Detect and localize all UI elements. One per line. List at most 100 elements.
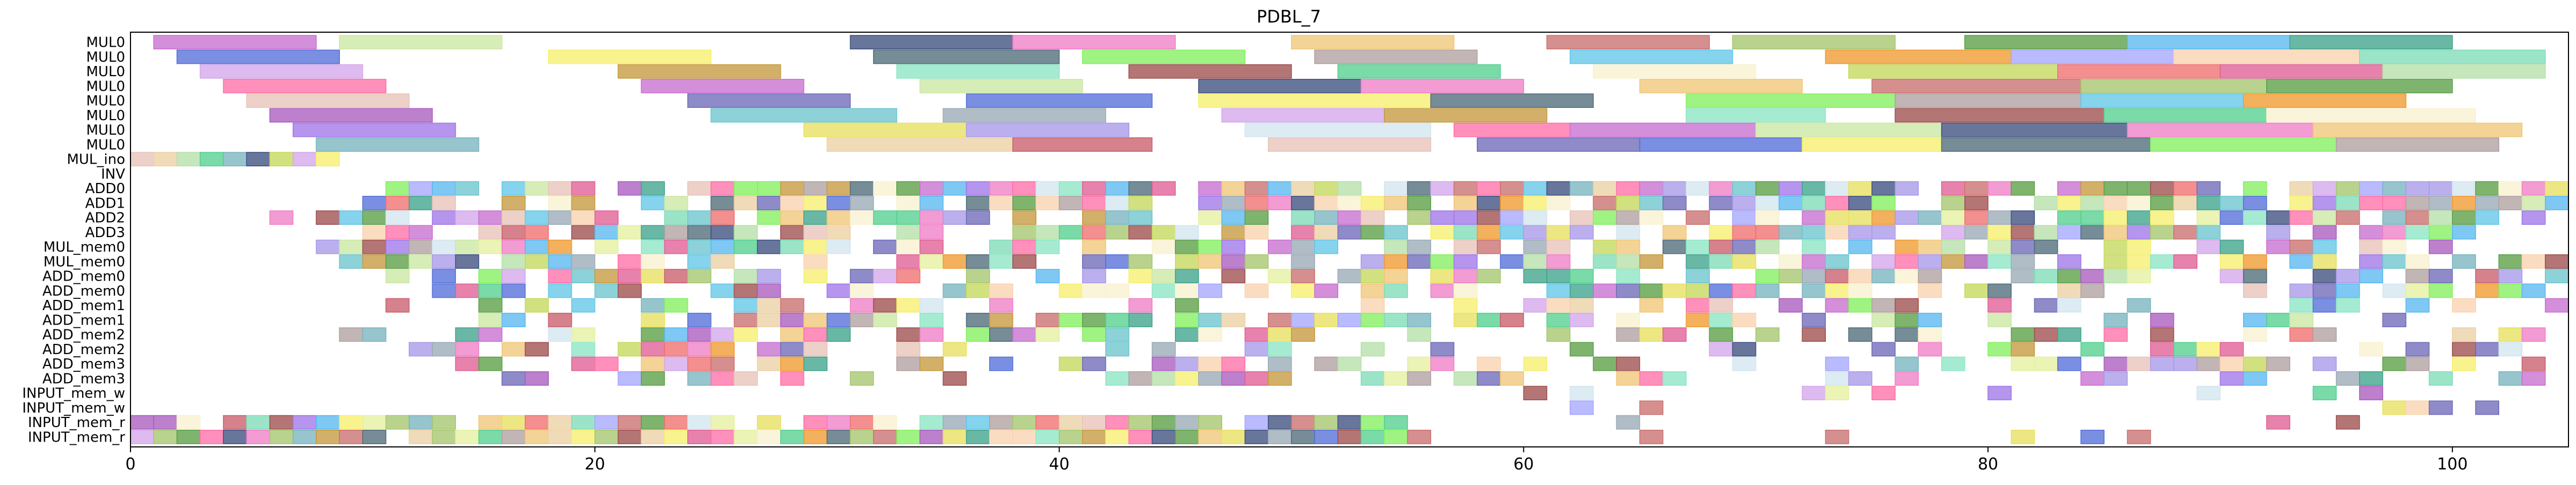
task-bar [1639,79,1803,93]
op-bar [2382,356,2407,371]
row-label: ADD_mem2 [42,327,125,343]
op-bar [594,283,619,298]
op-bar [942,415,967,430]
op-bar [2080,283,2105,298]
op-bar [2103,313,2128,327]
op-bar [1941,225,1965,240]
op-bar [176,430,201,444]
op-bar [1709,313,1733,327]
op-bar [2057,283,2081,298]
op-bar [1918,269,1942,284]
op-bar [2219,371,2244,386]
op-bar [1128,254,1153,269]
op-bar [1639,283,1664,298]
op-bar [2382,239,2407,254]
row-label: ADD2 [85,210,125,226]
task-bar [1198,93,1432,108]
op-bar [1082,327,1106,342]
op-bar [1128,430,1153,444]
chart-title: PDBL_7 [1257,6,1321,27]
op-bar [687,430,712,444]
op-bar [1848,181,1873,196]
op-bar [618,269,642,284]
op-bar [710,254,735,269]
op-bar [455,181,480,196]
x-tick-label: 100 [2437,455,2468,474]
op-bar [2011,342,2035,357]
op-bar [1267,269,1292,284]
op-bar [1755,196,1780,210]
op-bar [710,327,735,342]
op-bar [269,210,294,225]
op-bar [502,254,526,269]
op-bar [1709,254,1733,269]
op-bar [1151,371,1176,386]
op-bar [292,430,317,444]
op-bar [316,415,340,430]
op-bar [385,298,410,313]
task-bar [269,108,433,123]
op-bar [246,415,271,430]
op-bar [850,430,874,444]
op-bar [1895,239,1919,254]
op-bar [2475,283,2499,298]
op-bar [1848,210,1873,225]
op-bar [1732,210,1757,225]
task-bar [1198,79,1362,93]
op-bar [2127,254,2151,269]
op-bar [1082,313,1106,327]
op-bar [1174,225,1199,240]
op-bar [1291,313,1315,327]
op-bar [873,313,897,327]
op-bar [1616,254,1641,269]
op-bar [1384,313,1408,327]
op-bar [2428,283,2453,298]
op-bar [2057,210,2081,225]
op-bar [2011,225,2035,240]
op-bar [1802,196,1826,210]
op-bar [2405,225,2430,240]
op-bar [2382,196,2407,210]
op-bar [2452,356,2476,371]
op-bar [664,196,688,210]
op-bar [896,225,920,240]
op-bar [1453,283,1478,298]
op-bar [316,430,340,444]
op-bar [1477,181,1501,196]
op-bar [734,371,758,386]
op-bar [1198,181,1222,196]
op-bar [2335,269,2360,284]
op-bar [1337,430,1362,444]
op-bar [2173,254,2197,269]
op-bar [966,210,990,225]
op-bar [664,327,688,342]
op-bar [780,371,804,386]
op-bar [966,327,990,342]
op-bar [1407,430,1432,444]
op-bar [780,225,804,240]
row-label: MUL0 [86,35,126,51]
task-bar [2080,93,2244,108]
op-bar [2359,196,2383,210]
op-bar [1453,254,1478,269]
op-bar [687,327,712,342]
op-bar [1384,225,1408,240]
op-bar [594,225,619,240]
op-bar [502,415,526,430]
task-bar [1964,35,2128,50]
op-bar [1546,181,1571,196]
op-bar [734,283,758,298]
op-bar [2289,298,2314,313]
x-tick-label: 80 [1978,455,1998,474]
task-bar [292,122,456,137]
op-bar [1500,254,1524,269]
op-bar [1964,225,1989,240]
op-bar [1291,239,1315,254]
op-bar [339,210,364,225]
op-bar [2382,400,2407,415]
op-bar [2196,210,2221,225]
op-bar [826,283,851,298]
op-bar [1895,371,1919,386]
op-bar [1825,210,1849,225]
op-bar [1616,283,1641,298]
